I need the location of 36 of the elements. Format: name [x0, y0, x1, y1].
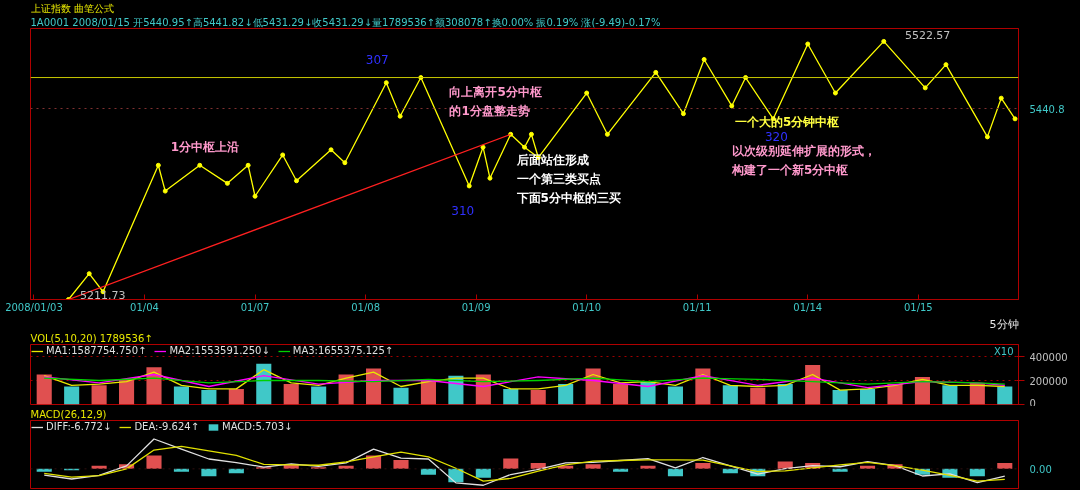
ref-line-label: 0.00: [1029, 463, 1052, 475]
annotation: 307: [365, 52, 389, 67]
x-tick-label: 2008/01/03: [5, 301, 63, 313]
x-tick-label: 01/10: [572, 301, 602, 313]
annotation: X10: [993, 346, 1014, 358]
annotation: 后面站住形成一个第三类买点下面5分中枢的三买: [515, 153, 621, 205]
x-tick-label: 01/04: [130, 301, 159, 313]
annotation: 320: [764, 130, 788, 145]
annotation: 310: [451, 203, 475, 218]
legend-label: DEA:-9.624↑: [134, 421, 200, 432]
legend-label: MA2:1553591.250↓: [169, 345, 270, 356]
legend-label: MA1:1587754.750↑: [46, 345, 147, 356]
chart-title: VOL(5,10,20) 1789536↑: [30, 333, 153, 344]
annotation: 向上离开5分中枢的1分盘整走势: [449, 85, 542, 119]
legend-label: MACD:5.703↓: [222, 421, 293, 432]
x-tick-label: 01/11: [682, 301, 712, 313]
chart-subtitle: 1A0001 2008/01/15 开5440.95↑高5441.82↓低5431.29↓收5431.29↓量1789536↑额308078↑换0.00% 振0.19% 涨(-9.49)-0.17%: [30, 17, 661, 28]
legend-label: DIFF:-6.772↓: [46, 421, 112, 432]
x-tick-label: 01/09: [461, 301, 491, 313]
chart-title: 上证指数 曲笔公式: [30, 3, 114, 14]
y-tick-label: 0: [1029, 397, 1036, 409]
chart-title: MACD(26,12,9): [30, 409, 107, 420]
annotation: 一个大的5分钟中枢: [734, 115, 840, 130]
legend-label: MA3:1655375.125↑: [292, 345, 394, 356]
x-tick-label: 01/08: [351, 301, 381, 313]
y-tick-label: 200000: [1029, 375, 1068, 387]
annotation: 5522.57: [904, 29, 951, 43]
text: 5分钟: [989, 317, 1019, 331]
x-tick-label: 01/15: [903, 301, 933, 313]
annotation: 1分中枢上沿: [170, 139, 240, 154]
annotation: 以次级别延伸扩展的形式，构建了一个新5分中枢: [730, 143, 876, 177]
x-tick-label: 01/14: [793, 301, 823, 313]
text: 5440.8: [1029, 103, 1065, 115]
x-tick-label: 01/07: [240, 301, 270, 313]
y-tick-label: 400000: [1029, 351, 1068, 363]
annotation: 5211.73: [79, 289, 126, 303]
